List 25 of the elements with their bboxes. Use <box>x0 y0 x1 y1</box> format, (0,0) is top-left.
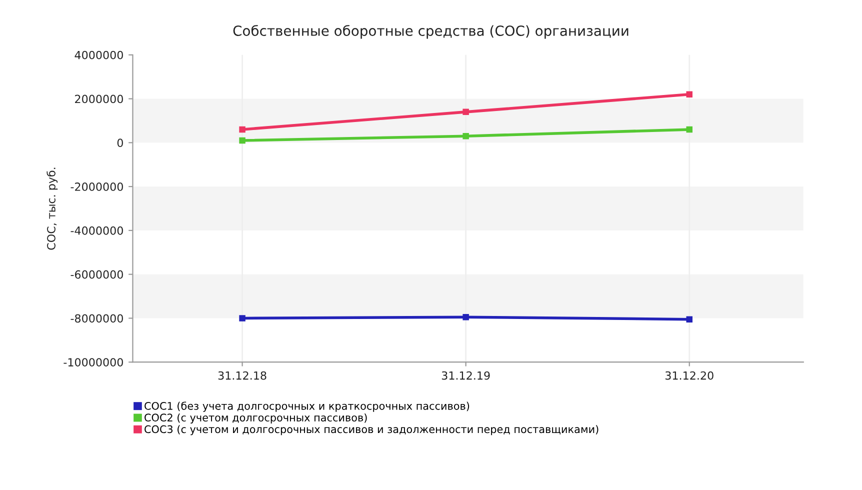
point <box>462 108 469 116</box>
y-axis-title: СОС, тыс. руб. <box>46 168 58 250</box>
y-tick-label: -6000000 <box>70 270 123 279</box>
y-tick-label: -10000000 <box>64 358 123 366</box>
point <box>462 132 469 140</box>
y-tick-label: -2000000 <box>70 182 123 191</box>
point <box>686 91 692 98</box>
point <box>462 314 469 320</box>
y-tick-label: 4000000 <box>74 50 123 60</box>
chart-title: Собственные оборотные средства (СОС) организации <box>233 25 628 39</box>
y-tick-label: -4000000 <box>70 226 123 235</box>
point <box>239 315 246 322</box>
x-tick-label: 31.12.20 <box>665 371 714 380</box>
legend-label: СОС1 (без учета долгосрочных и краткосрочных пассивов) <box>144 402 470 412</box>
y-tick-label: 2000000 <box>75 94 123 104</box>
point <box>686 126 692 133</box>
x-tick-label: 31.12.19 <box>442 371 490 380</box>
legend-label: СОС3 (с учетом и долгосрочных пассивов и задолженности перед поставщиками) <box>144 425 598 436</box>
point <box>686 316 692 322</box>
y-tick-label: -8000000 <box>70 314 123 323</box>
y-tick-label: 0 <box>117 138 123 148</box>
legend-label: СОС2 (с учетом долгосрочных пассивов) <box>144 413 367 424</box>
point <box>239 126 246 133</box>
point <box>239 137 246 144</box>
x-tick-label: 31.12.18 <box>218 371 266 380</box>
